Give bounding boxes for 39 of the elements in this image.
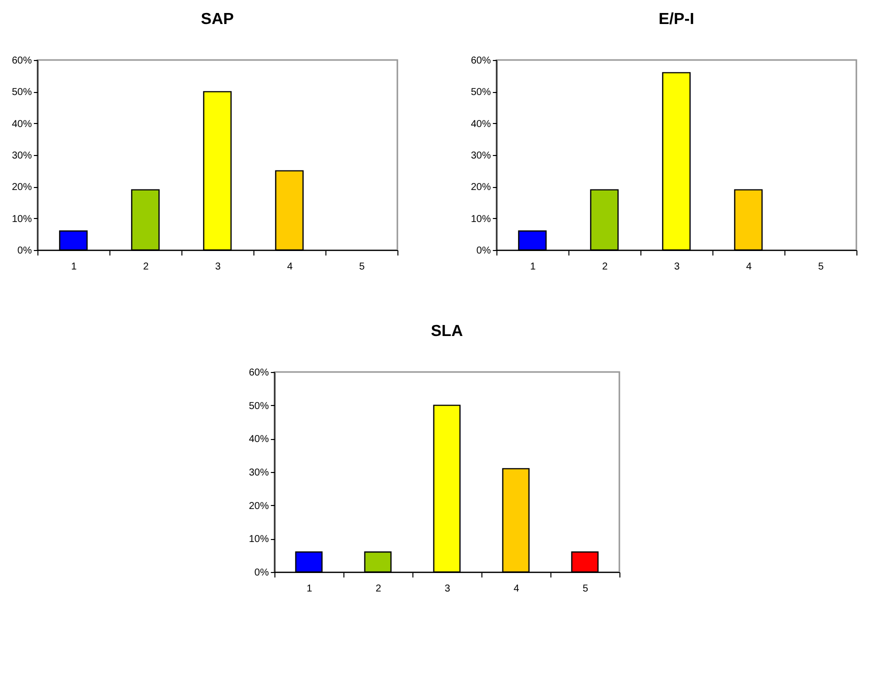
x-tick-label: 1 [71,262,78,272]
x-tick-label: 1 [306,584,313,594]
y-tick-label: 0% [17,246,32,256]
y-tick-label: 60% [12,56,32,66]
y-tick-label: 50% [470,87,491,98]
y-tick-label: 0% [254,568,269,578]
x-tick-label: 2 [602,262,608,272]
chart-title: SLA [430,323,464,340]
y-tick-label: 40% [12,118,32,130]
x-tick-label: 5 [359,262,366,272]
chart-title: E/P-I [658,11,694,28]
y-tick-label: 0% [476,246,491,256]
x-tick-label: 4 [746,262,752,272]
x-tick-label: 3 [444,584,451,594]
y-tick-label: 50% [248,400,269,412]
x-tick-label: 2 [143,262,150,272]
x-tick-label: 4 [287,262,294,272]
y-tick-label: 30% [12,150,32,162]
y-tick-label: 20% [470,182,491,194]
x-tick-label: 3 [674,262,680,272]
x-tick-label: 5 [818,262,824,272]
y-tick-label: 30% [248,468,269,478]
y-tick-label: 10% [470,214,491,225]
chart-title: SAP [200,11,234,28]
y-tick-label: 50% [12,87,32,98]
x-tick-label: 3 [215,262,222,272]
x-tick-label: 5 [582,584,589,594]
x-tick-label: 1 [530,262,536,272]
y-tick-label: 30% [470,150,491,162]
x-tick-label: 4 [514,584,520,594]
y-tick-label: 40% [470,118,491,130]
y-tick-label: 10% [12,214,32,225]
y-tick-label: 60% [248,368,269,378]
y-tick-label: 60% [470,56,491,66]
x-tick-label: 2 [376,584,382,594]
y-tick-label: 10% [248,534,269,546]
y-tick-label: 20% [248,500,269,512]
y-tick-label: 20% [12,182,32,194]
y-tick-label: 40% [248,434,269,446]
